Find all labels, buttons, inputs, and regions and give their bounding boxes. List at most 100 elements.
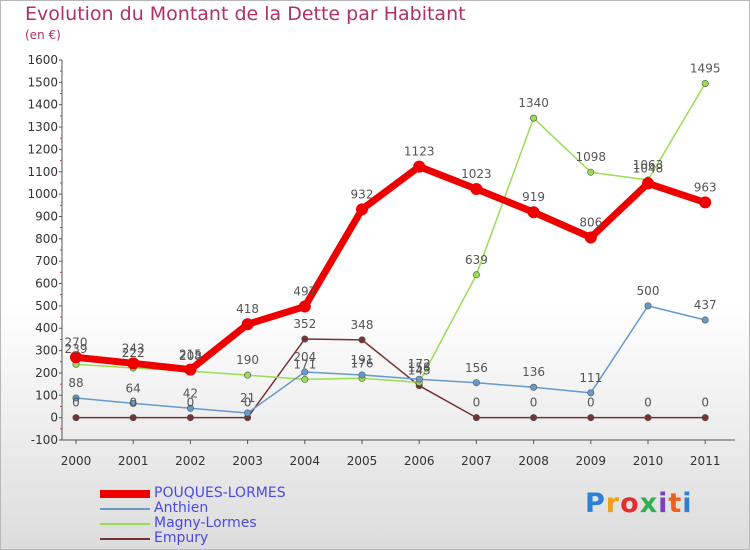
data-point	[644, 302, 652, 310]
series-lines	[70, 79, 712, 422]
data-point	[72, 414, 80, 422]
data-label: 176	[351, 356, 374, 370]
data-label: 1048	[633, 161, 664, 175]
legend-swatch	[100, 508, 150, 510]
y-tick-label: 0	[50, 411, 58, 425]
y-tick-label: 100	[35, 388, 58, 402]
y-tick-label: 800	[35, 232, 58, 246]
y-tick-label: 1100	[27, 165, 58, 179]
data-label: 156	[465, 361, 488, 375]
legend-label: Anthien	[154, 500, 209, 516]
data-label: 639	[465, 253, 488, 267]
data-label: 171	[293, 357, 316, 371]
logo-letter: r	[605, 488, 621, 519]
logo-letter: P	[585, 488, 606, 519]
y-tick-label: 1500	[27, 75, 58, 89]
data-label: 0	[473, 396, 481, 410]
chart-subtitle: (en €)	[25, 28, 61, 42]
legend-swatch	[100, 538, 150, 540]
data-label: 239	[65, 342, 88, 356]
data-label: 0	[244, 396, 252, 410]
data-point	[530, 414, 538, 422]
legend-label: Magny-Lormes	[154, 515, 257, 531]
y-tick-label: 900	[35, 209, 58, 223]
data-point	[186, 414, 194, 422]
y-tick-label: 300	[35, 344, 58, 358]
x-tick-label: 2006	[404, 454, 435, 468]
x-tick-label: 2008	[518, 454, 549, 468]
data-label: 172	[408, 357, 431, 371]
data-point	[301, 375, 309, 383]
data-label: 42	[183, 386, 198, 400]
x-tick-label: 2009	[576, 454, 607, 468]
data-point	[530, 114, 538, 122]
data-label: 222	[122, 346, 145, 360]
data-point	[527, 206, 540, 219]
data-point	[644, 414, 652, 422]
data-label: 21	[240, 391, 255, 405]
data-label: 497	[293, 285, 316, 299]
data-label: 352	[293, 317, 316, 331]
data-label: 0	[129, 396, 137, 410]
y-tick-label: 1600	[27, 53, 58, 67]
x-tick-label: 2004	[290, 454, 321, 468]
data-label: 963	[694, 180, 717, 194]
data-point	[701, 316, 709, 324]
data-label: 437	[694, 298, 717, 312]
data-label: 806	[579, 215, 602, 229]
y-tick-label: 600	[35, 277, 58, 291]
x-tick-label: 2002	[175, 454, 206, 468]
data-point	[241, 318, 254, 331]
x-tick-label: 2011	[690, 454, 721, 468]
data-label: 190	[236, 353, 259, 367]
y-tick-label: -100	[31, 433, 58, 447]
data-label: 1340	[518, 96, 549, 110]
data-label: 348	[351, 318, 374, 332]
data-point	[642, 177, 654, 190]
data-label: 136	[522, 365, 545, 379]
x-tick-label: 2005	[347, 454, 378, 468]
data-label: 418	[236, 302, 259, 316]
x-tick-label: 2003	[232, 454, 263, 468]
data-point	[129, 399, 137, 407]
data-point	[587, 414, 595, 422]
data-point	[358, 336, 366, 344]
data-label: 500	[637, 284, 660, 298]
data-label: 0	[530, 396, 538, 410]
legend-label: POUQUES-LORMES	[154, 485, 286, 501]
data-point	[356, 203, 368, 216]
data-label: 243	[122, 341, 145, 355]
x-tick-label: 2000	[61, 454, 92, 468]
x-tick-label: 2010	[633, 454, 664, 468]
data-point	[699, 196, 712, 209]
data-label: 0	[72, 396, 80, 410]
proxiti-logo: Proxiti	[585, 488, 693, 519]
data-point	[358, 371, 366, 379]
data-point	[701, 79, 709, 87]
logo-letter: i	[658, 488, 669, 519]
data-label: 0	[187, 396, 195, 410]
logo-letter: i	[682, 488, 693, 519]
data-label: 143	[408, 364, 431, 378]
data-labels: 270 243 215 418 497 932 1123 1023 919 806 1048 963 8…	[65, 61, 721, 409]
data-point	[472, 379, 480, 387]
data-point	[472, 271, 480, 279]
y-tick-label: 1200	[27, 142, 58, 156]
data-label: 88	[68, 376, 83, 390]
data-label: 204	[293, 350, 316, 364]
legend-label: Empury	[154, 530, 209, 546]
data-point	[184, 363, 197, 376]
logo-letter: t	[668, 488, 683, 519]
data-label: 0	[701, 396, 709, 410]
series-line	[76, 338, 706, 419]
data-label: 1123	[404, 145, 435, 159]
y-tick-label: 1400	[27, 98, 58, 112]
data-label: 111	[579, 371, 602, 385]
data-point	[530, 383, 538, 391]
data-point	[587, 389, 595, 397]
axes: -100010020030040050060070080090010001100…	[27, 53, 735, 468]
data-point	[301, 368, 309, 376]
data-point	[701, 414, 709, 422]
data-label: 919	[522, 190, 545, 204]
data-point	[70, 351, 82, 364]
